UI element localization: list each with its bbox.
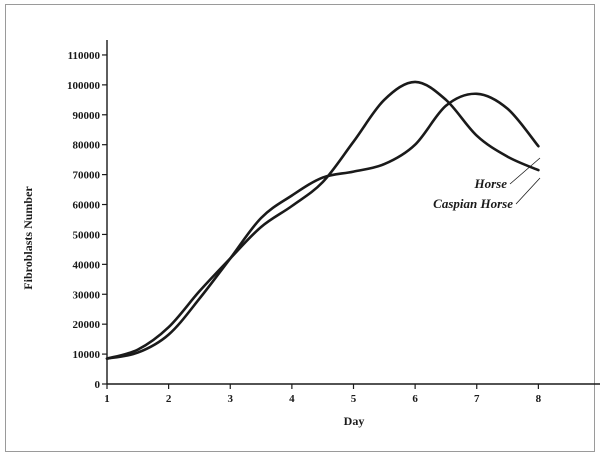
- x-axis-title: Day: [344, 414, 365, 428]
- x-tick-label: 2: [166, 393, 172, 405]
- y-tick-label: 80000: [73, 140, 101, 152]
- x-tick-label: 7: [474, 393, 480, 405]
- annotation-leader-horse: [509, 157, 541, 185]
- x-axis: 1 2 3 4 5 6 7 8: [104, 383, 600, 405]
- annotation-layer: Horse Caspian Horse: [433, 157, 541, 211]
- y-tick-label: 10000: [73, 349, 101, 361]
- x-tick-label: 8: [536, 393, 542, 405]
- annotation-leader-caspian-horse: [515, 177, 541, 205]
- y-tick-label: 50000: [73, 229, 101, 241]
- x-tick-label: 3: [228, 393, 234, 405]
- y-tick-label: 0: [95, 379, 101, 391]
- x-tick-label: 6: [412, 393, 418, 405]
- y-tick-label: 20000: [73, 319, 101, 331]
- x-tick-label: 1: [104, 393, 110, 405]
- chart-frame: [5, 4, 595, 452]
- x-tick-label: 4: [289, 393, 295, 405]
- series-layer: [105, 80, 540, 360]
- y-axis-title: Fibroblasts Number: [21, 186, 35, 290]
- y-tick-label: 70000: [73, 170, 101, 182]
- annotation-horse: Horse: [474, 176, 508, 191]
- y-tick-label: 40000: [73, 259, 101, 271]
- y-tick-label: 110000: [68, 50, 101, 62]
- series-line-horse: [105, 80, 540, 360]
- y-tick-label: 90000: [73, 110, 101, 122]
- y-tick-label: 60000: [73, 200, 101, 212]
- y-tick-label: 100000: [67, 80, 101, 92]
- x-tick-label: 5: [351, 393, 357, 405]
- series-line-caspian-horse: [105, 92, 540, 360]
- y-tick-label: 30000: [73, 289, 101, 301]
- y-axis: 0 10000 20000 30000 40000 50000 60000 70000 8000…: [67, 40, 108, 391]
- annotation-caspian-horse: Caspian Horse: [433, 196, 513, 211]
